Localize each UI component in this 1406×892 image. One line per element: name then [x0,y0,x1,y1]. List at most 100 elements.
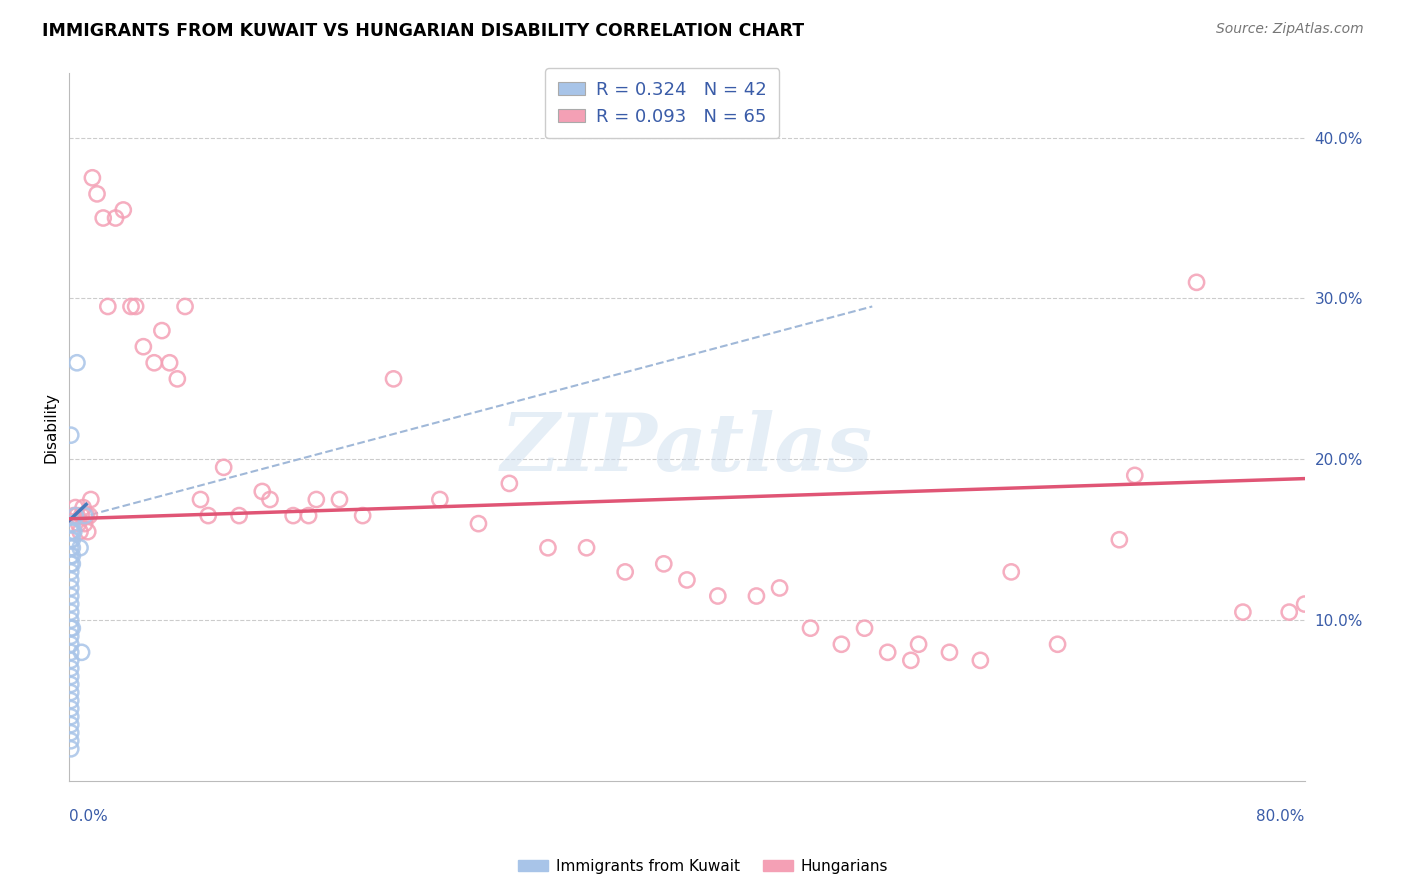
Point [259,492,281,507]
Point [876,645,898,659]
Point [652,557,675,571]
Point [900,653,922,667]
Point [59,428,82,442]
Point [969,653,991,667]
Point [59,733,82,747]
Point [59,533,82,547]
Point [166,372,188,386]
Point [59,709,82,723]
Point [143,356,166,370]
Text: 80.0%: 80.0% [1257,809,1305,824]
Point [59,669,82,683]
Point [1185,276,1208,290]
Point [124,300,146,314]
Point [159,356,181,370]
Point [59,557,82,571]
Point [305,492,328,507]
Point [59,677,82,691]
Point [283,508,305,523]
Point [799,621,821,635]
Point [63,524,86,539]
Point [60,533,83,547]
Point [59,685,82,699]
Point [59,717,82,731]
Point [197,508,219,523]
Point [86,186,108,201]
Point [498,476,520,491]
Point [1108,533,1130,547]
Point [67,516,90,531]
Point [830,637,852,651]
Point [73,508,96,523]
Point [174,300,197,314]
Point [132,340,155,354]
Y-axis label: Disability: Disability [44,392,58,463]
Point [70,508,93,523]
Point [79,508,101,523]
Point [768,581,790,595]
Point [59,693,82,707]
Point [60,516,83,531]
Point [1232,605,1254,619]
Point [60,549,83,563]
Point [112,202,135,217]
Point [1123,468,1146,483]
Point [429,492,451,507]
Point [1000,565,1022,579]
Point [352,508,374,523]
Point [66,508,89,523]
Point [59,549,82,563]
Text: IMMIGRANTS FROM KUWAIT VS HUNGARIAN DISABILITY CORRELATION CHART: IMMIGRANTS FROM KUWAIT VS HUNGARIAN DISA… [42,22,804,40]
Point [66,356,89,370]
Point [97,300,120,314]
Point [59,629,82,643]
Point [938,645,960,659]
Point [1278,605,1301,619]
Point [59,645,82,659]
Point [614,565,637,579]
Point [59,565,82,579]
Point [60,621,83,635]
Point [72,500,94,515]
Text: Source: ZipAtlas.com: Source: ZipAtlas.com [1216,22,1364,37]
Point [59,637,82,651]
Legend: Immigrants from Kuwait, Hungarians: Immigrants from Kuwait, Hungarians [512,853,894,880]
Point [63,508,86,523]
Point [328,492,350,507]
Point [59,661,82,675]
Point [228,508,250,523]
Point [59,573,82,587]
Point [59,742,82,756]
Point [297,508,319,523]
Point [59,524,82,539]
Point [707,589,730,603]
Point [59,621,82,635]
Point [60,524,83,539]
Point [1294,597,1316,611]
Point [60,557,83,571]
Point [80,492,103,507]
Point [745,589,768,603]
Point [75,508,97,523]
Point [59,589,82,603]
Point [575,541,598,555]
Point [382,372,405,386]
Point [907,637,929,651]
Point [1046,637,1069,651]
Legend: R = 0.324   N = 42, R = 0.093   N = 65: R = 0.324 N = 42, R = 0.093 N = 65 [546,68,779,138]
Point [104,211,127,225]
Point [59,605,82,619]
Point [65,508,87,523]
Point [59,653,82,667]
Point [59,597,82,611]
Point [69,524,91,539]
Point [150,324,173,338]
Point [60,541,83,555]
Point [252,484,274,499]
Point [120,300,142,314]
Point [82,170,104,185]
Point [76,524,98,539]
Point [212,460,235,475]
Point [853,621,876,635]
Point [65,500,87,515]
